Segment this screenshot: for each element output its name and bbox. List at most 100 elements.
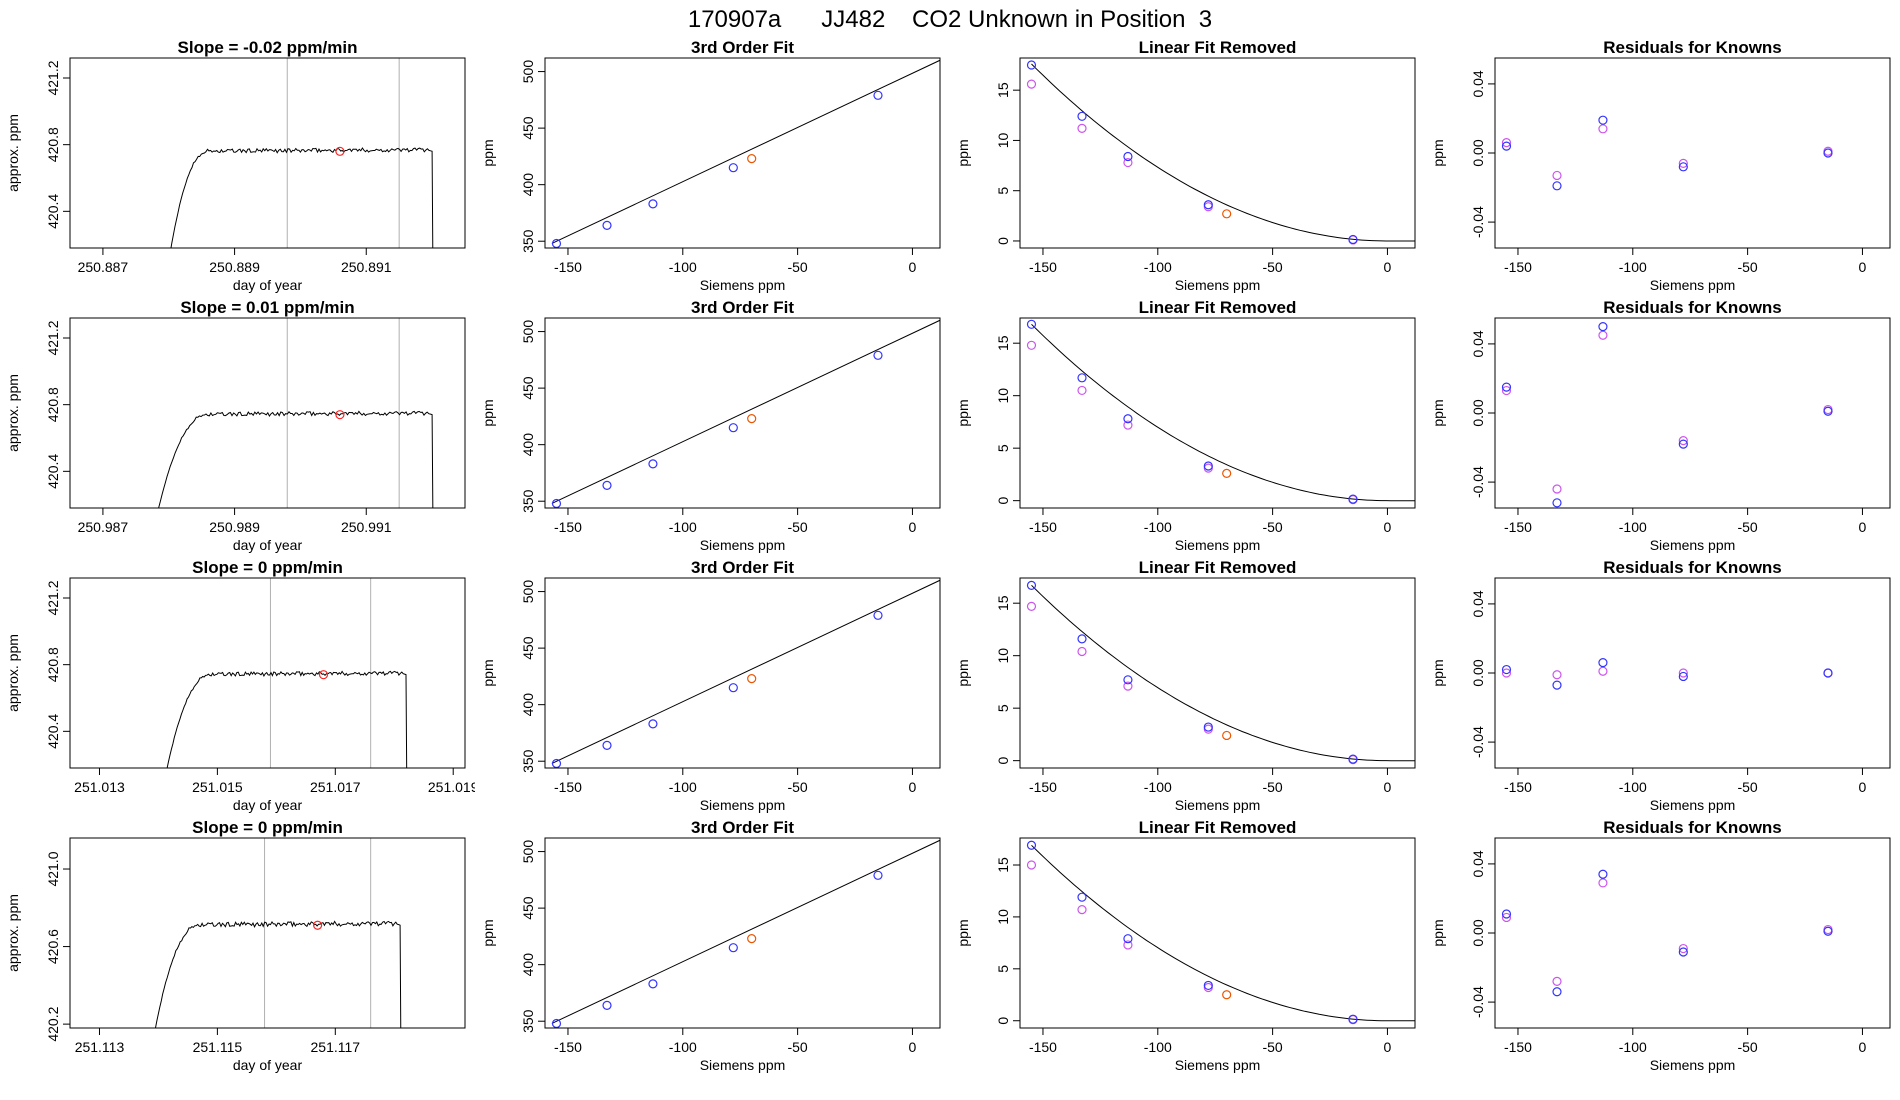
known-point xyxy=(1203,461,1213,471)
residual-point xyxy=(1823,668,1833,678)
y-axis-label: ppm xyxy=(480,399,496,426)
residual-point-alt xyxy=(1598,124,1608,134)
plot-frame xyxy=(544,837,941,1029)
x-axis-label: Siemens ppm xyxy=(700,277,786,293)
known-point xyxy=(602,220,612,230)
y-tick-label: 420.8 xyxy=(45,127,61,162)
y-tick-label: 450 xyxy=(520,376,536,400)
unknown-sample-point xyxy=(318,670,329,680)
unknown-point xyxy=(747,414,757,424)
known-point xyxy=(728,423,738,433)
x-axis-label: Siemens ppm xyxy=(1175,537,1261,553)
residual-point-alt xyxy=(1552,976,1562,986)
known-point xyxy=(648,199,658,209)
x-tick-label: -150 xyxy=(1029,779,1057,795)
panel-title: Linear Fit Removed xyxy=(1139,820,1297,837)
y-axis-label: ppm xyxy=(1430,659,1446,686)
residual-point xyxy=(1501,909,1512,919)
x-axis-label: day of year xyxy=(233,277,303,293)
known-point xyxy=(1026,319,1037,329)
panel-title: Residuals for Knowns xyxy=(1603,560,1782,577)
x-tick-label: 0 xyxy=(1384,519,1392,535)
known-point xyxy=(1077,373,1087,383)
panel-time-series-row-4: Slope = 0 ppm/min 251.113 251.115 251.117 42… xyxy=(5,820,466,1073)
residual-point xyxy=(1823,148,1833,158)
x-tick-label: 0 xyxy=(1859,1039,1867,1055)
panel-residuals-row-4: Residuals for Knowns -150 -100 -50 0 -0.04 0.0… xyxy=(1430,820,1891,1073)
plot-area xyxy=(158,318,434,508)
x-tick-label: -100 xyxy=(669,779,697,795)
x-tick-label: -150 xyxy=(1504,519,1532,535)
x-tick-label: -50 xyxy=(1737,779,1757,795)
plot-frame xyxy=(69,317,466,509)
y-tick-label: 5 xyxy=(995,704,1011,712)
known-point-alt xyxy=(1123,420,1133,430)
x-tick-label: -150 xyxy=(554,259,582,275)
residual-point-alt xyxy=(1552,670,1562,680)
known-point-alt xyxy=(1123,940,1133,950)
plot-frame xyxy=(1019,577,1416,769)
residual-point xyxy=(1552,680,1562,690)
known-point xyxy=(873,870,883,880)
y-axis-label: approx. ppm xyxy=(5,634,21,712)
plot-area xyxy=(1026,840,1415,1025)
y-tick-label: 421.2 xyxy=(45,60,61,95)
known-point xyxy=(1348,1014,1358,1024)
analyzer-trace xyxy=(154,920,402,1028)
plot-area xyxy=(1026,319,1415,505)
known-point-alt xyxy=(1123,681,1133,691)
y-axis-label: ppm xyxy=(480,919,496,946)
plot-frame xyxy=(69,57,466,249)
residual-point xyxy=(1678,671,1688,682)
x-tick-label: -150 xyxy=(1504,259,1532,275)
y-axis-label: ppm xyxy=(955,919,971,946)
plot-frame xyxy=(1494,57,1891,249)
known-point xyxy=(1348,754,1358,764)
y-tick-label: 0 xyxy=(995,1017,1011,1025)
known-point xyxy=(728,683,738,693)
y-axis-label: ppm xyxy=(480,659,496,686)
known-point xyxy=(728,163,738,173)
y-tick-label: 420.8 xyxy=(45,387,61,422)
residual-point-alt xyxy=(1678,943,1688,954)
plot-area xyxy=(1501,115,1833,191)
y-tick-label: 15 xyxy=(995,82,1011,98)
plot-area xyxy=(551,319,940,508)
x-tick-label: -100 xyxy=(1144,1039,1172,1055)
plot-area xyxy=(1026,580,1415,765)
x-tick-label: -100 xyxy=(1619,259,1647,275)
known-point xyxy=(648,459,658,469)
x-tick-label: 250.989 xyxy=(209,519,260,535)
y-tick-label: 400 xyxy=(520,433,536,457)
x-tick-label: -50 xyxy=(1737,1039,1757,1055)
x-tick-label: -50 xyxy=(1262,259,1282,275)
x-tick-label: 251.013 xyxy=(74,779,125,795)
known-point xyxy=(602,1000,612,1010)
residual-point xyxy=(1678,162,1688,172)
panel-cal-fit-row-1: 3rd Order Fit -150 -100 -50 0 350 400 450 500 Sie… xyxy=(480,40,941,293)
x-tick-label: 250.889 xyxy=(209,259,260,275)
x-tick-label: 251.017 xyxy=(310,779,361,795)
x-tick-label: -100 xyxy=(1144,779,1172,795)
known-point xyxy=(551,1018,562,1028)
x-tick-label: 251.019 xyxy=(428,779,475,795)
x-tick-label: 250.991 xyxy=(341,519,392,535)
y-tick-label: 0 xyxy=(995,757,1011,765)
residual-point-alt xyxy=(1598,666,1608,676)
y-tick-label: 10 xyxy=(995,388,1011,404)
y-axis-label: ppm xyxy=(1430,919,1446,946)
y-tick-label: 10 xyxy=(995,648,1011,664)
known-point xyxy=(1203,722,1213,732)
x-tick-label: -50 xyxy=(1737,259,1757,275)
y-tick-label: 400 xyxy=(520,953,536,977)
y-tick-label: 0.00 xyxy=(1470,139,1486,166)
y-axis-label: ppm xyxy=(955,399,971,426)
plot-area xyxy=(1501,322,1833,508)
known-point xyxy=(1123,934,1133,944)
residual-point xyxy=(1598,869,1608,879)
y-tick-label: 500 xyxy=(520,580,536,604)
x-axis-label: Siemens ppm xyxy=(700,1057,786,1073)
x-tick-label: -150 xyxy=(1029,259,1057,275)
y-tick-label: 15 xyxy=(995,857,1011,873)
y-tick-label: 350 xyxy=(520,489,536,513)
